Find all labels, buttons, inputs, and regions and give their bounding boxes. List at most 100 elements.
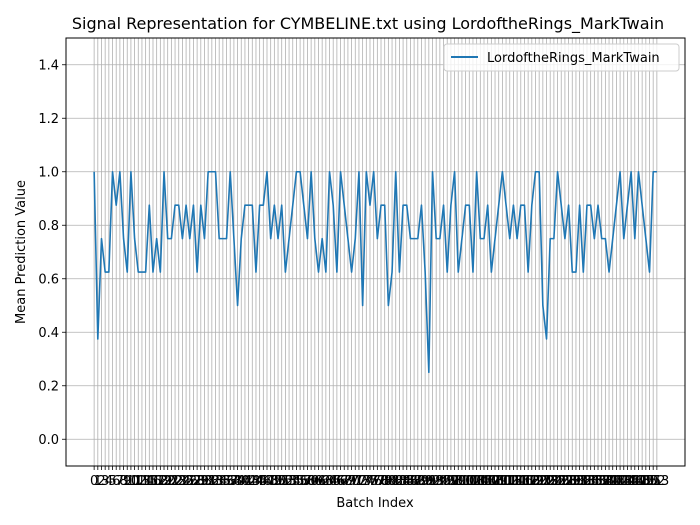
series-line [93,170,657,374]
x-tick-label: 117 [512,474,537,489]
x-tick-label: 80 [380,474,397,489]
x-tick-label: 138 [589,474,614,489]
x-tick-label: 64 [321,474,338,489]
x-tick-label: 56 [292,474,309,489]
x-tick-label: 3 [101,474,109,489]
x-tick-label: 122 [530,474,555,489]
x-tick-label: 136 [582,474,607,489]
x-tick-label: 2 [97,474,105,489]
x-tick-label: 144 [611,474,636,489]
x-tick-label: 47 [259,474,276,489]
x-tick-label: 71 [347,474,364,489]
x-tick-label: 60 [307,474,324,489]
series-layer [93,170,657,374]
x-tick-label: 83 [391,474,408,489]
x-tick-label: 51 [273,474,290,489]
x-tick-label: 50 [270,474,287,489]
x-tick-label: 8 [119,474,127,489]
x-tick-label: 131 [564,474,589,489]
x-tick-label: 16 [145,474,162,489]
x-tick-label: 68 [336,474,353,489]
y-tick-label: 0.2 [38,379,59,394]
x-tick-label: 74 [358,474,375,489]
x-tick-label: 147 [622,474,647,489]
x-tick-label: 62 [314,474,331,489]
x-tick-label: 135 [578,474,603,489]
plot-frame [65,37,686,467]
y-tick-label: 1.4 [38,58,59,73]
x-tick-label: 82 [387,474,404,489]
x-tick-label: 7 [116,474,124,489]
chart-title: Signal Representation for CYMBELINE.txt … [72,14,664,34]
x-tick-label: 133 [571,474,596,489]
x-tick-label: 118 [516,474,541,489]
x-tick-label: 153 [644,474,669,489]
x-tick-label: 143 [608,474,633,489]
x-tick-label: 125 [541,474,566,489]
x-tick-label: 123 [534,474,559,489]
legend: LordoftheRings_MarkTwain [443,43,680,72]
x-tick-label: 79 [376,474,393,489]
x-tick-label: 151 [637,474,662,489]
x-tick-label: 109 [483,474,508,489]
y-tick-label: 1.0 [38,165,59,180]
x-tick-label: 145 [615,474,640,489]
y-gridlines [66,64,685,440]
x-tick-label: 43 [244,474,261,489]
x-tick-label: 27 [185,474,202,489]
x-tick-label: 88 [410,474,427,489]
x-tick-label: 18 [152,474,169,489]
x-tick-label: 41 [237,474,254,489]
x-tick-label: 26 [181,474,198,489]
x-tick-label: 69 [340,474,357,489]
x-tick-label: 46 [255,474,272,489]
x-tick-label: 20 [159,474,176,489]
x-tick-label: 49 [266,474,283,489]
x-tick-label: 149 [630,474,655,489]
x-tick-label: 142 [604,474,629,489]
x-tick-label: 55 [288,474,305,489]
x-tick-label: 29 [193,474,210,489]
x-tick-label: 11 [126,474,143,489]
x-tick-label: 96 [439,474,456,489]
x-tick-label: 92 [424,474,441,489]
legend-label: LordoftheRings_MarkTwain [487,51,660,66]
x-tick-label: 99 [450,474,467,489]
x-tick-label: 22 [167,474,184,489]
x-tick-label: 70 [343,474,360,489]
x-tick-label: 130 [560,474,585,489]
x-tick-label: 87 [406,474,423,489]
x-tick-label: 39 [229,474,246,489]
x-tick-label: 97 [443,474,460,489]
x-tick-label: 1 [94,474,102,489]
y-axis-ticks: 0.0 0.2 0.4 0.6 0.8 1.0 1.2 1.4 [38,58,66,448]
y-tick-label: 0.8 [38,219,59,234]
x-tick-label: 17 [148,474,165,489]
x-tick-label: 36 [218,474,235,489]
x-tick-label: 63 [318,474,335,489]
x-tick-label: 86 [402,474,419,489]
x-tick-label: 107 [475,474,500,489]
x-tick-label: 85 [398,474,415,489]
x-tick-label: 116 [508,474,533,489]
x-tick-label: 106 [472,474,497,489]
x-tick-label: 101 [453,474,478,489]
x-tick-label: 61 [310,474,327,489]
x-tick-label: 77 [369,474,386,489]
x-tick-label: 141 [600,474,625,489]
x-tick-label: 102 [457,474,482,489]
x-tick-label: 54 [284,474,301,489]
x-tick-label: 67 [332,474,349,489]
x-tick-label: 34 [211,474,228,489]
legend-box [443,43,680,72]
y-tick-label: 0.6 [38,272,59,287]
x-tick-label: 24 [174,474,191,489]
x-tick-label: 127 [549,474,574,489]
x-tick-label: 94 [432,474,449,489]
x-tick-label: 111 [490,474,515,489]
x-tick-label: 126 [545,474,570,489]
x-gridlines [93,38,658,466]
y-tick-label: 0.4 [38,326,59,341]
x-tick-label: 104 [464,474,489,489]
